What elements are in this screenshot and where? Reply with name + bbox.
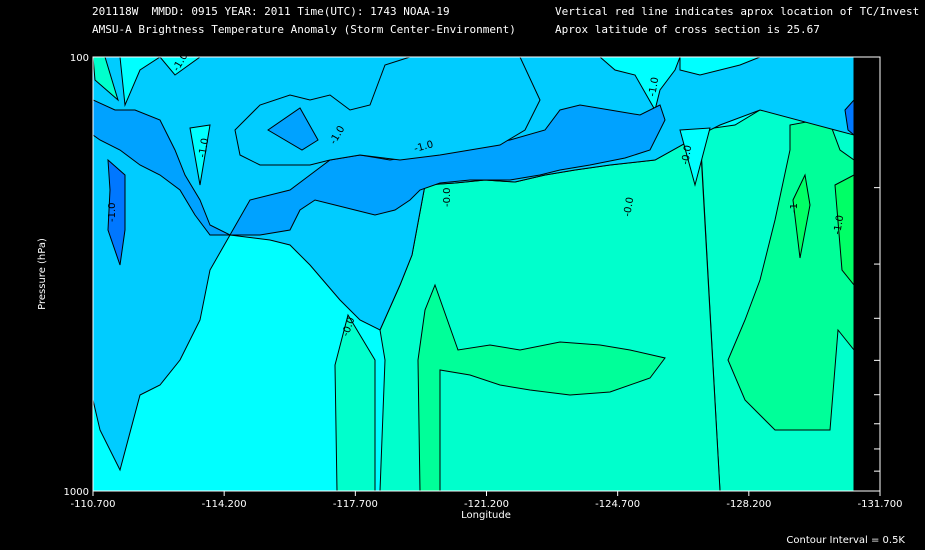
y-axis-ticks: 100 1000 [64, 53, 880, 498]
contour-band-cold-1 [93, 99, 666, 236]
contour-label: -1.0 [107, 202, 118, 222]
contour-label: -1.0 [197, 137, 211, 158]
contour-band-upper-warm-intrusion-4 [679, 57, 761, 76]
contour-band-upper-warm-intrusion-6 [189, 124, 211, 186]
contour-band-upper-warm-intrusion-2 [93, 57, 119, 102]
header-line-1-left: 201118W MMDD: 0915 YEAR: 2011 Time(UTC):… [92, 5, 450, 18]
contour-label: -1.0 [413, 139, 435, 155]
header-line-1-right: Vertical red line indicates aprox locati… [555, 5, 920, 18]
contour-band-coldest-right [844, 99, 854, 136]
y-tick-label: 1000 [64, 487, 89, 498]
contour-band-right-bright-green-1 [792, 173, 811, 259]
header-line-2-left: AMSU-A Brightness Temperature Anomaly (S… [92, 23, 516, 36]
contour-band-upper-warm-intrusion-5 [679, 127, 711, 187]
x-tick-label: -128.200 [726, 499, 771, 510]
contour-fill-area [93, 57, 854, 491]
contour-band-cold-diamond [267, 107, 319, 151]
x-axis-title: Longitude [461, 510, 511, 521]
contour-label: -0.0 [680, 144, 694, 165]
x-tick-label: -110.700 [71, 499, 116, 510]
contour-band-column-warm [334, 313, 376, 491]
contour-label: -1.0 [832, 214, 846, 235]
y-axis-title: Pressure (hPa) [37, 238, 48, 310]
x-tick-label: -114.200 [202, 499, 247, 510]
plot-right-mask [854, 57, 880, 491]
x-tick-label: -121.200 [464, 499, 509, 510]
contour-band-right-bright-green-2 [834, 174, 854, 286]
contour-label: -0.0 [622, 196, 636, 217]
contour-band-center-green [417, 283, 666, 491]
contour-label: -0.0 [442, 187, 453, 207]
contour-label: -1.0 [647, 76, 661, 97]
header-line-2-right: Aprox latitude of cross section is 25.67 [555, 23, 820, 36]
x-tick-label: -117.700 [333, 499, 378, 510]
x-axis-ticks: -110.700 -114.200 -117.700 -121.200 -124.700… [71, 491, 903, 510]
contour-band-coldest-left [107, 158, 126, 266]
contour-interval-label: Contour Interval = 0.5K [786, 535, 905, 546]
x-tick-label: -124.700 [595, 499, 640, 510]
y-tick-label: 100 [70, 53, 89, 64]
x-tick-label: -131.700 [858, 499, 903, 510]
contour-label: -1 [789, 203, 800, 213]
contour-band-upper-warm-intrusion-3 [599, 57, 681, 112]
contour-band-upper-warm-intrusion-1 [93, 57, 201, 107]
